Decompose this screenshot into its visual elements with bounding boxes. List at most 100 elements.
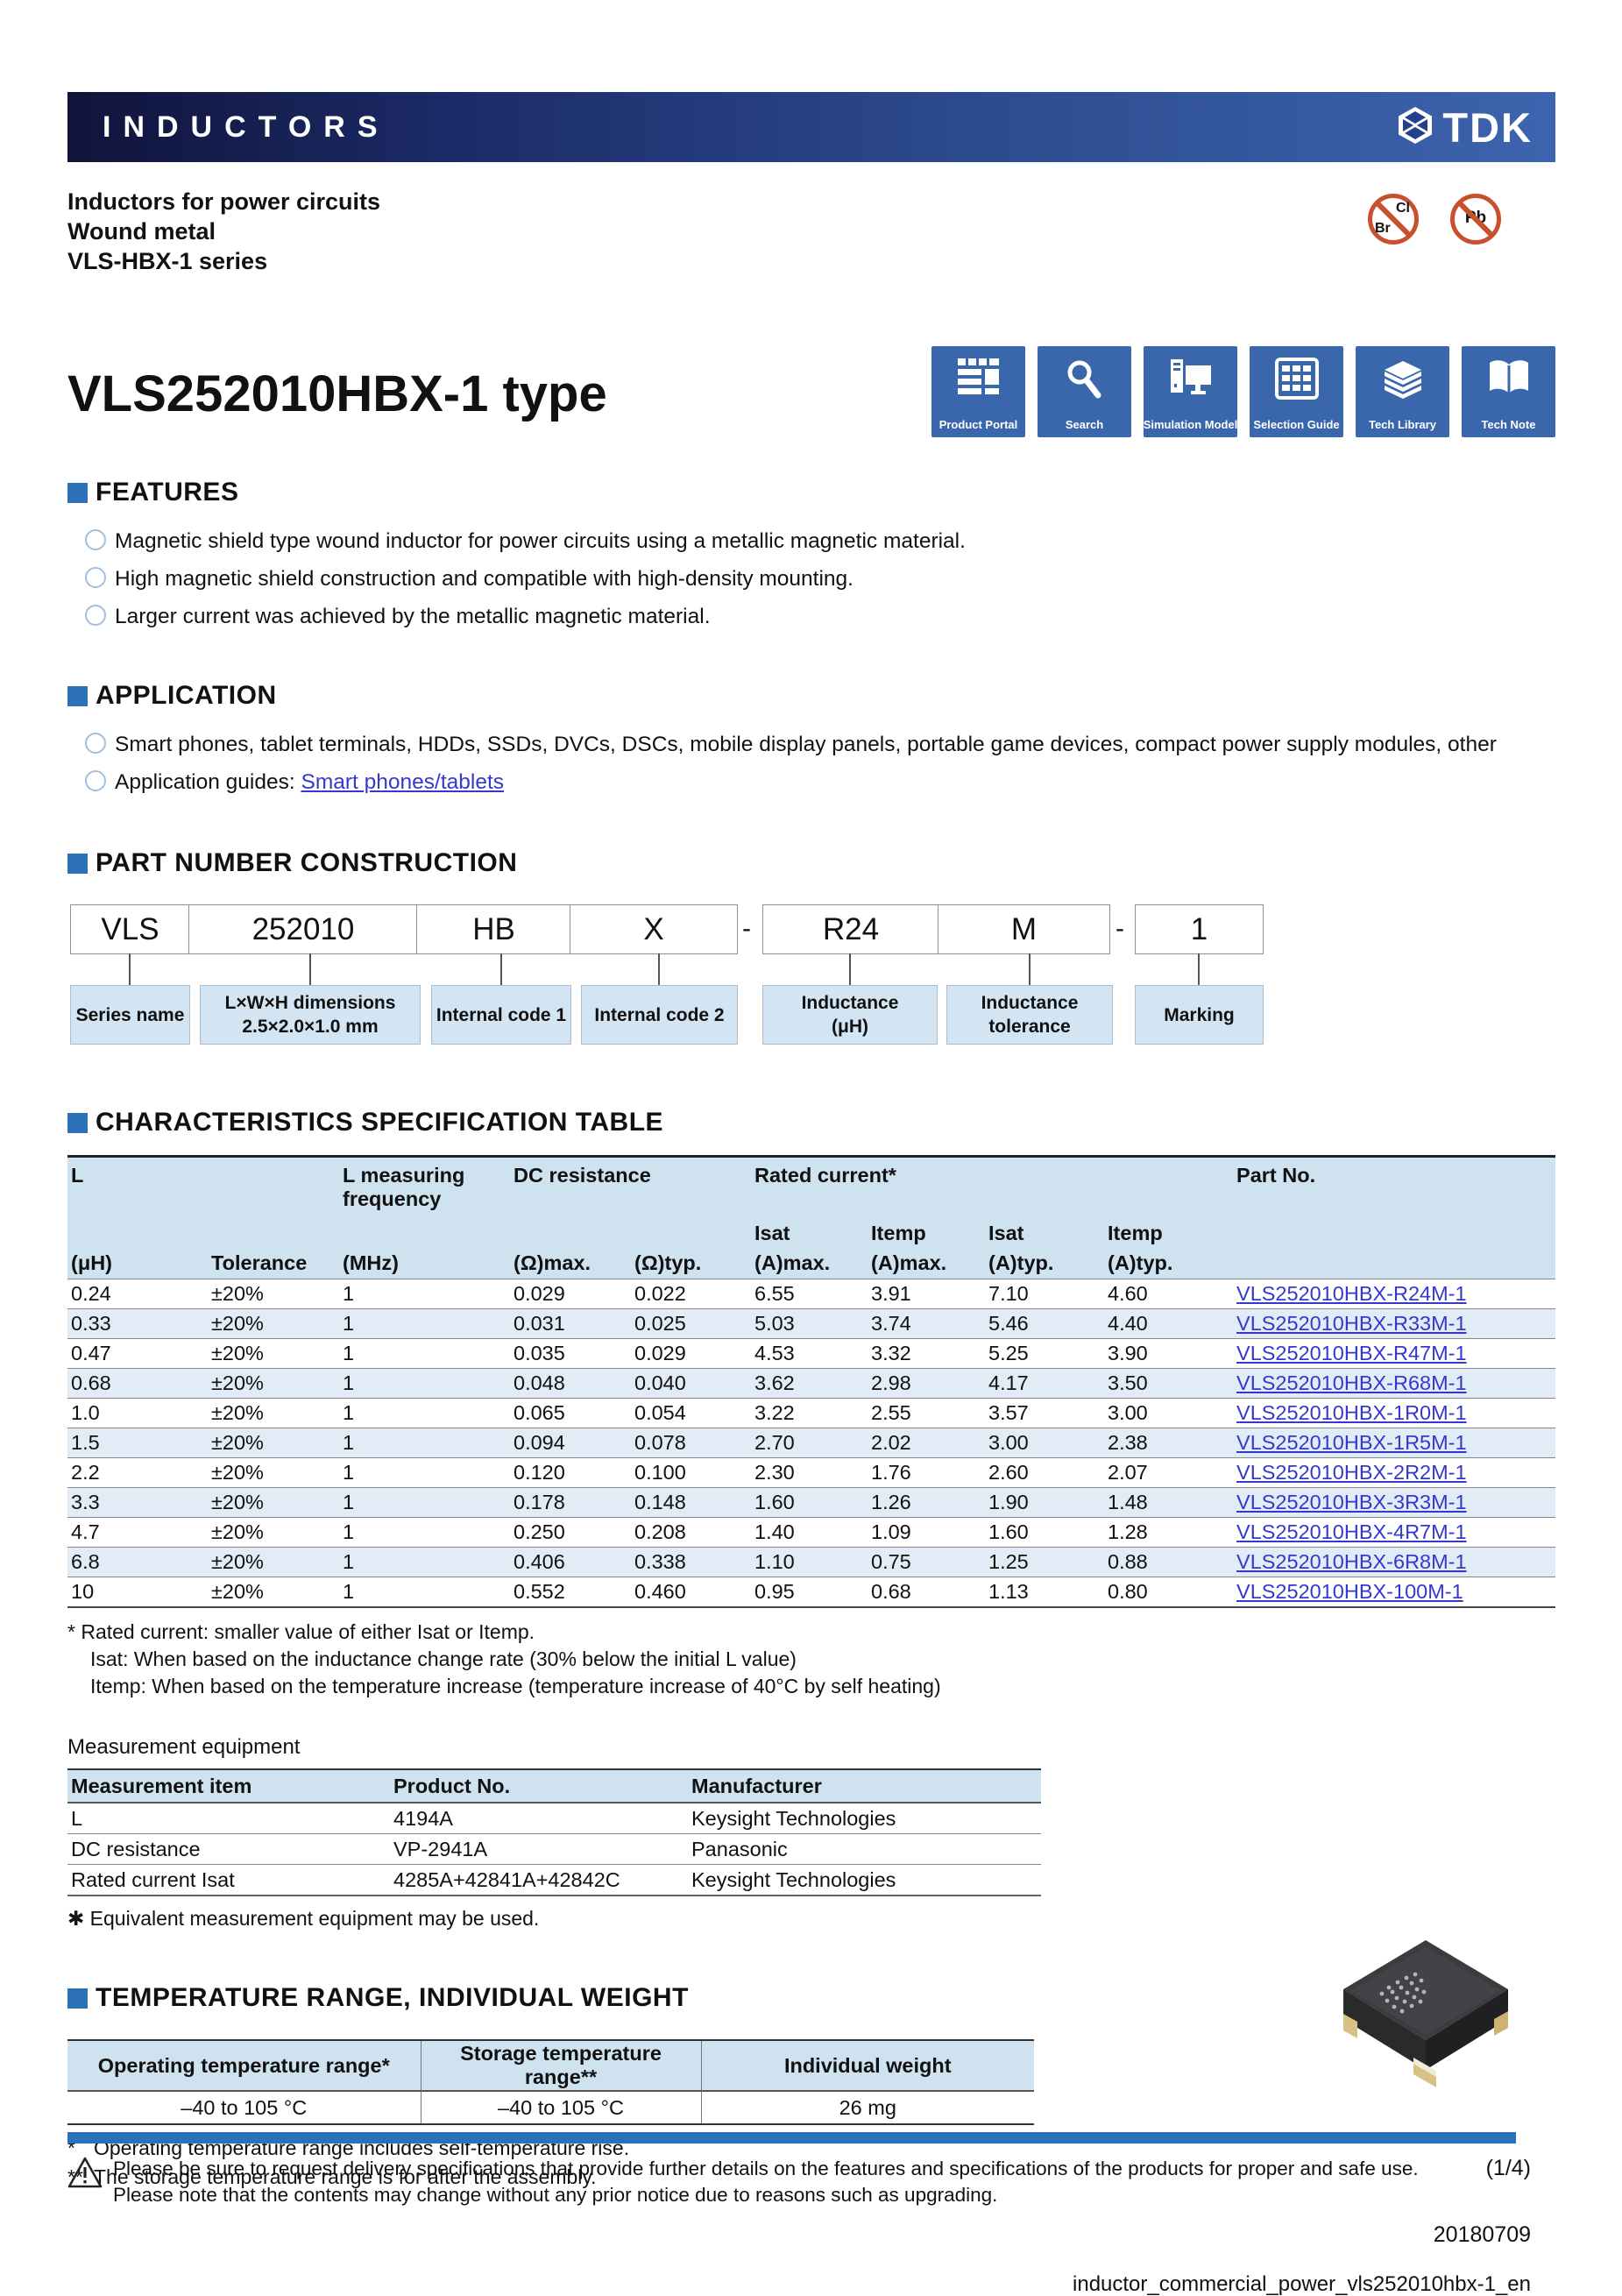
spec-table: L L measuring frequency DC resistance Ra… <box>67 1155 1555 1608</box>
col-subheader-itemp-max: Itemp <box>868 1219 986 1249</box>
cell-inductance: 1.0 <box>67 1398 208 1428</box>
part-number-heading: PART NUMBER CONSTRUCTION <box>67 848 1555 878</box>
temperature-table: Operating temperature range* Storage tem… <box>67 2039 1034 2125</box>
part-number-link[interactable]: VLS252010HBX-R47M-1 <box>1236 1342 1467 1364</box>
simulation-model-button[interactable]: Simulation Model <box>1144 346 1237 437</box>
tech-library-button[interactable]: Tech Library <box>1356 346 1449 437</box>
part-number-link[interactable]: VLS252010HBX-R33M-1 <box>1236 1312 1467 1335</box>
part-number-link[interactable]: VLS252010HBX-4R7M-1 <box>1236 1520 1467 1543</box>
cell-isat-max: 5.03 <box>751 1308 868 1339</box>
cell-tolerance: ±20% <box>208 1457 340 1488</box>
application-guides-link[interactable]: Smart phones/tablets <box>301 770 505 794</box>
cell-isat-typ: 1.25 <box>985 1547 1105 1577</box>
col-header-l: L <box>67 1156 340 1249</box>
pn-connector <box>658 953 660 985</box>
cell-isat-max: 1.10 <box>751 1547 868 1577</box>
circle-bullet-icon <box>85 770 106 791</box>
part-number-diagram: VLS 252010 HB X - R24 M - 1 Series name … <box>67 904 1555 1046</box>
pn-connector <box>849 953 851 985</box>
circle-bullet-icon <box>85 605 106 626</box>
unit-header-ohm-typ: (Ω)typ. <box>631 1249 752 1279</box>
feature-text: Magnetic shield type wound inductor for … <box>115 529 966 553</box>
cell-inductance: 4.7 <box>67 1517 208 1548</box>
warning-triangle-icon <box>67 2156 103 2193</box>
meas-header-product: Product No. <box>390 1769 688 1803</box>
pn-connector <box>129 953 131 985</box>
cell-frequency: 1 <box>339 1457 511 1488</box>
application-text: Smart phones, tablet terminals, HDDs, SS… <box>115 733 1497 756</box>
tool-strip: Product Portal Search <box>931 346 1555 437</box>
cell-isat-max: 1.40 <box>751 1517 868 1548</box>
feature-item: Larger current was achieved by the metal… <box>85 604 1555 630</box>
meas-cell-product: 4194A <box>390 1802 688 1834</box>
cell-resistance-typ: 0.460 <box>631 1577 752 1607</box>
part-number-link[interactable]: VLS252010HBX-3R3M-1 <box>1236 1491 1467 1513</box>
cell-isat-typ: 3.00 <box>985 1428 1105 1458</box>
cell-itemp-max: 3.32 <box>868 1338 986 1369</box>
spec-table-row: 10 ±20% 1 0.552 0.460 0.95 0.68 1.13 0.8… <box>67 1577 1555 1607</box>
cell-itemp-typ: 3.90 <box>1104 1338 1234 1369</box>
cell-resistance-typ: 0.022 <box>631 1279 752 1309</box>
tool-button-label: Simulation Model <box>1143 418 1238 431</box>
cell-resistance-typ: 0.338 <box>631 1547 752 1577</box>
cell-itemp-typ: 0.88 <box>1104 1547 1234 1577</box>
cell-resistance-max: 0.120 <box>510 1457 632 1488</box>
tech-note-button[interactable]: Tech Note <box>1462 346 1555 437</box>
cell-inductance: 6.8 <box>67 1547 208 1577</box>
part-number-link[interactable]: VLS252010HBX-R24M-1 <box>1236 1282 1467 1305</box>
temp-header-weight: Individual weight <box>700 2040 1034 2092</box>
spec-heading-text: CHARACTERISTICS SPECIFICATION TABLE <box>96 1108 664 1137</box>
unit-header-a-max-2: (A)max. <box>868 1249 986 1279</box>
meas-cell-manufacturer: Panasonic <box>688 1833 1041 1865</box>
grid-layout-icon <box>957 358 999 394</box>
cell-resistance-max: 0.029 <box>510 1279 632 1309</box>
footer-notice-line-1: Please be sure to request delivery speci… <box>113 2158 1419 2179</box>
cell-isat-typ: 2.60 <box>985 1457 1105 1488</box>
cell-tolerance: ±20% <box>208 1368 340 1399</box>
footer: Please be sure to request delivery speci… <box>67 2156 1531 2296</box>
footer-notice-line-2: Please note that the contents may change… <box>113 2184 998 2206</box>
cell-tolerance: ±20% <box>208 1279 340 1309</box>
application-list: Smart phones, tablet terminals, HDDs, SS… <box>67 732 1555 796</box>
cell-frequency: 1 <box>339 1398 511 1428</box>
cell-isat-max: 1.60 <box>751 1487 868 1518</box>
cell-resistance-max: 0.406 <box>510 1547 632 1577</box>
pn-label-inductance: Inductance (μH) <box>762 985 938 1045</box>
part-number-link[interactable]: VLS252010HBX-6R8M-1 <box>1236 1550 1467 1573</box>
part-number-link[interactable]: VLS252010HBX-R68M-1 <box>1236 1371 1467 1394</box>
cell-part-no: VLS252010HBX-100M-1 <box>1233 1577 1555 1607</box>
part-number-link[interactable]: VLS252010HBX-100M-1 <box>1236 1580 1463 1603</box>
cell-resistance-typ: 0.029 <box>631 1338 752 1369</box>
selection-guide-button[interactable]: Selection Guide <box>1250 346 1343 437</box>
col-subheader-isat-typ: Isat <box>985 1219 1105 1249</box>
category-title: INDUCTORS <box>103 110 390 144</box>
cell-isat-max: 0.95 <box>751 1577 868 1607</box>
pn-connector <box>1198 953 1200 985</box>
part-number-link[interactable]: VLS252010HBX-1R5M-1 <box>1236 1431 1467 1454</box>
circle-bullet-icon <box>85 567 106 588</box>
product-portal-button[interactable]: Product Portal <box>931 346 1025 437</box>
part-number-link[interactable]: VLS252010HBX-2R2M-1 <box>1236 1461 1467 1484</box>
cell-part-no: VLS252010HBX-1R0M-1 <box>1233 1398 1555 1428</box>
cell-frequency: 1 <box>339 1279 511 1309</box>
application-heading-text: APPLICATION <box>96 681 277 710</box>
part-number-link[interactable]: VLS252010HBX-1R0M-1 <box>1236 1401 1467 1424</box>
spec-table-row: 1.5 ±20% 1 0.094 0.078 2.70 2.02 3.00 2.… <box>67 1428 1555 1458</box>
cell-inductance: 0.33 <box>67 1308 208 1339</box>
cell-resistance-max: 0.552 <box>510 1577 632 1607</box>
temperature-heading: TEMPERATURE RANGE, INDIVIDUAL WEIGHT <box>67 1983 1555 2013</box>
col-header-part-no: Part No. <box>1233 1156 1555 1279</box>
pn-segment-series: VLS <box>70 904 190 954</box>
search-button[interactable]: Search <box>1038 346 1131 437</box>
no-halogen-icon: Cl Br <box>1368 194 1419 244</box>
family-line-2: Wound metal <box>67 218 216 244</box>
cell-part-no: VLS252010HBX-3R3M-1 <box>1233 1487 1555 1518</box>
pn-label-code2: Internal code 2 <box>581 985 738 1045</box>
cell-part-no: VLS252010HBX-6R8M-1 <box>1233 1547 1555 1577</box>
product-photo <box>1338 1937 1513 2099</box>
pn-connector <box>500 953 502 985</box>
temp-header-operating: Operating temperature range* <box>67 2040 421 2092</box>
meas-cell-product: VP-2941A <box>390 1833 688 1865</box>
cell-inductance: 0.24 <box>67 1279 208 1309</box>
meas-cell-manufacturer: Keysight Technologies <box>688 1802 1041 1834</box>
